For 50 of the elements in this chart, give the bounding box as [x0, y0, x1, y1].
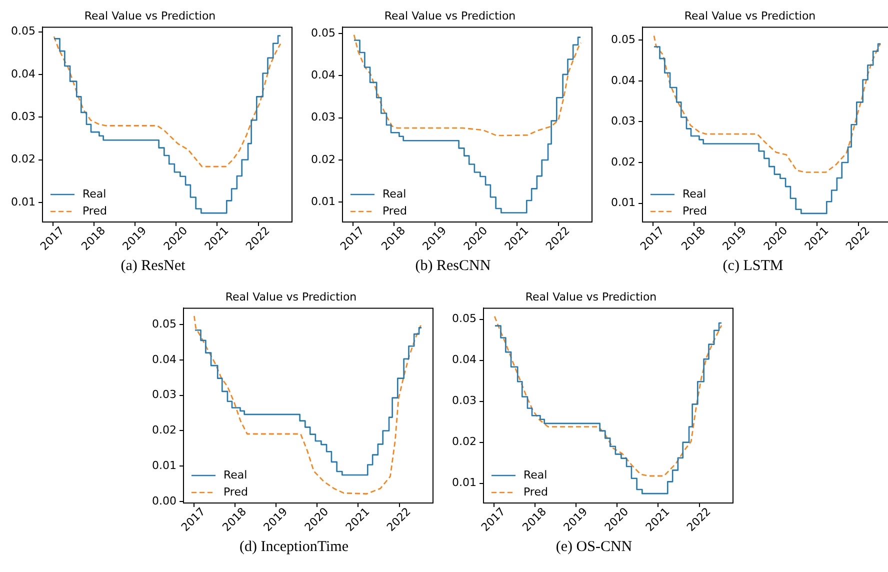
text: (b) ResCNN: [415, 258, 491, 275]
line-series: [653, 35, 882, 173]
legend-label: Pred: [382, 204, 407, 218]
legend-label: Pred: [523, 485, 548, 498]
legend-label: Real: [523, 468, 548, 482]
y-tick-label: 0.01: [152, 459, 176, 472]
y-tick-label: 0.03: [10, 110, 36, 123]
y-tick-label: 0.04: [310, 68, 336, 82]
legend-label: Pred: [223, 485, 248, 498]
y-tick-label: 0.04: [610, 74, 636, 87]
chart-title: Real Value vs Prediction: [525, 290, 657, 304]
text: (a) ResNet: [120, 258, 186, 275]
y-tick-label: 0.05: [610, 33, 636, 46]
y-tick-label: 0.04: [10, 67, 36, 80]
y-tick-label: 0.04: [152, 352, 176, 366]
line-series: [53, 36, 282, 168]
legend-label: Real: [82, 187, 106, 200]
y-tick-label: 0.05: [310, 26, 336, 40]
legend-label: Real: [682, 187, 706, 200]
y-tick-label: 0.02: [152, 424, 176, 437]
y-tick-label: 0.02: [610, 155, 636, 168]
chart-title: Real Value vs Prediction: [84, 9, 216, 22]
y-tick-label: 0.03: [152, 388, 176, 402]
y-tick-label: 0.02: [310, 152, 336, 166]
y-tick-label: 0.01: [452, 476, 476, 490]
y-tick-label: 0.01: [310, 195, 336, 208]
y-tick-label: 0.01: [610, 196, 636, 210]
text: (c) LSTM: [722, 258, 784, 275]
y-tick-label: 0.01: [10, 195, 36, 208]
y-tick-label: 0.02: [452, 435, 476, 448]
text: (d) InceptionTime: [239, 539, 348, 556]
legend-label: Pred: [682, 204, 707, 218]
y-tick-label: 0.02: [10, 152, 36, 166]
y-tick-label: 0.04: [452, 353, 476, 366]
y-tick-label: 0.03: [310, 110, 336, 124]
y-tick-label: 0.03: [610, 114, 636, 128]
legend-label: Pred: [82, 204, 107, 218]
y-tick-label: 0.05: [452, 312, 476, 326]
y-tick-label: 0.05: [152, 317, 176, 330]
text: (e) OS-CNN: [556, 539, 632, 556]
chart-title: Real Value vs Prediction: [225, 290, 357, 304]
line-series: [353, 34, 582, 136]
line-series: [194, 315, 423, 494]
y-tick-label: 0.00: [152, 494, 176, 508]
y-tick-label: 0.03: [452, 394, 476, 408]
y-tick-label: 0.05: [10, 24, 36, 38]
legend-label: Real: [382, 187, 406, 200]
chart-title: Real Value vs Prediction: [384, 9, 516, 22]
legend-label: Real: [223, 468, 248, 482]
chart-title: Real Value vs Prediction: [684, 9, 816, 22]
